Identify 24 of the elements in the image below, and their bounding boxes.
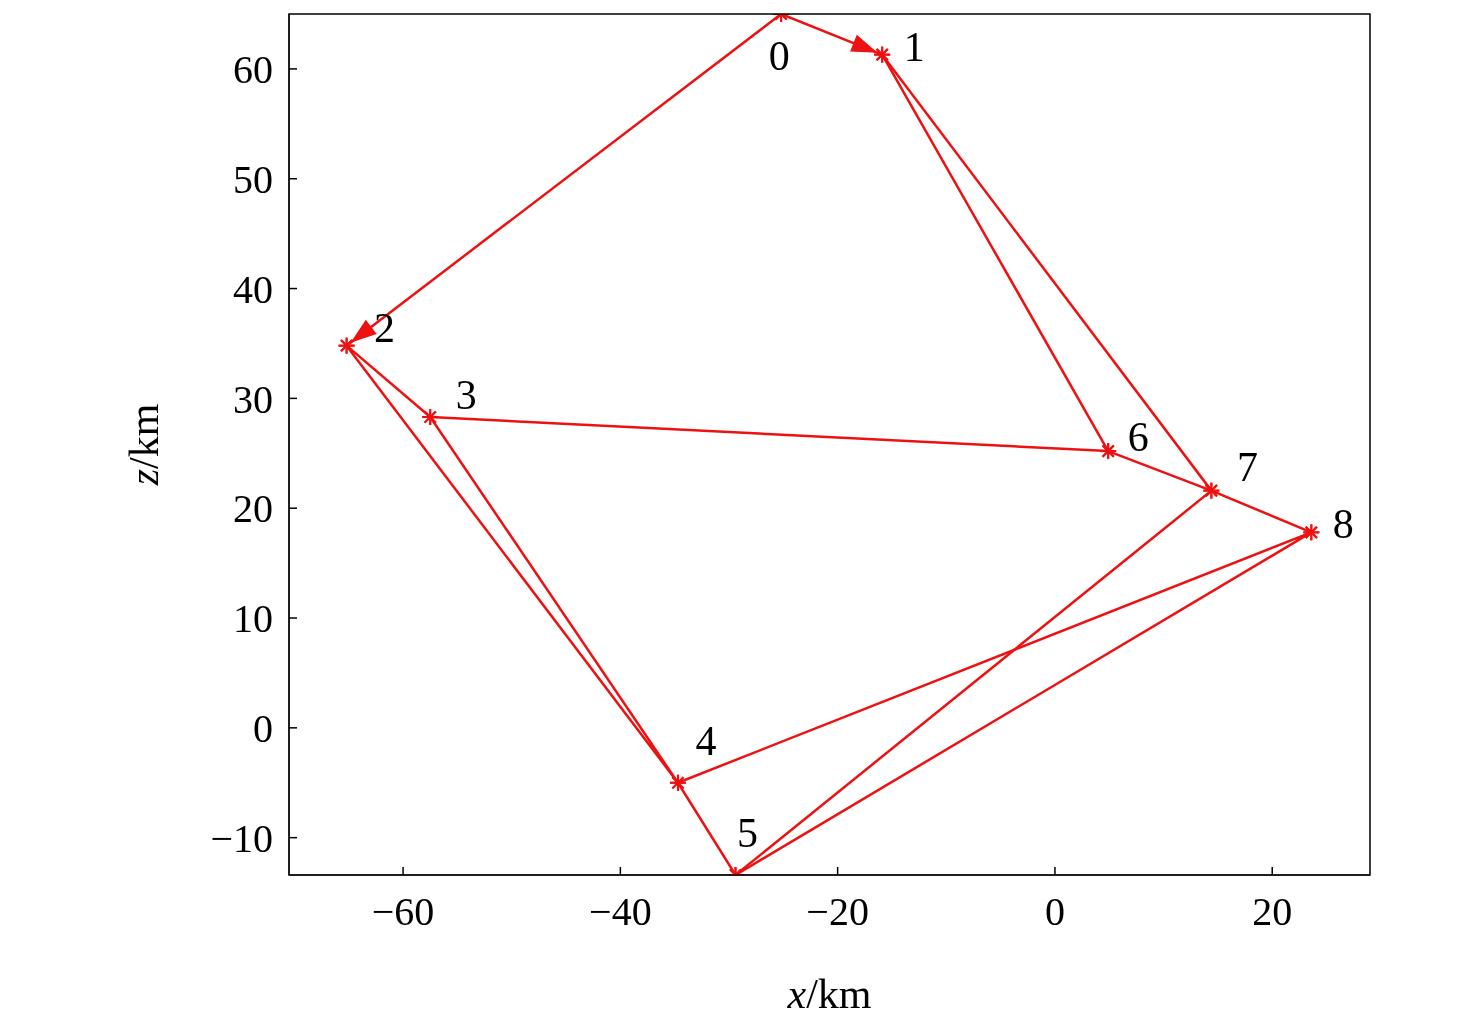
y-tick-label: 30 (233, 376, 273, 422)
annotation: 1 (903, 23, 925, 70)
x-tick-label: 0 (1044, 889, 1065, 935)
annotation: 5 (737, 810, 759, 856)
x-tick-label: −20 (806, 889, 869, 935)
y-tick-label: 20 (233, 486, 273, 532)
y-tick-label: 40 (233, 266, 273, 312)
annotation: 8 (1332, 501, 1354, 548)
annotation: 0 (768, 33, 790, 79)
annotation: 7 (1236, 443, 1258, 490)
annotation: 4 (695, 717, 717, 764)
x-axis-title: x/km (786, 971, 872, 1017)
x-tick-label: 20 (1252, 889, 1293, 935)
y-tick-label: 0 (253, 706, 273, 752)
annotation: 3 (455, 372, 477, 419)
y-tick-label: 10 (233, 596, 273, 642)
annotation: 2 (374, 304, 396, 351)
y-axis-title: z/km (121, 403, 167, 487)
y-tick-label: 60 (233, 47, 273, 93)
x-tick-label: −60 (371, 889, 435, 935)
annotation: 6 (1127, 414, 1149, 461)
y-tick-label: −10 (210, 815, 273, 861)
x-tick-label: −40 (589, 889, 652, 935)
y-tick-label: 50 (233, 156, 273, 202)
